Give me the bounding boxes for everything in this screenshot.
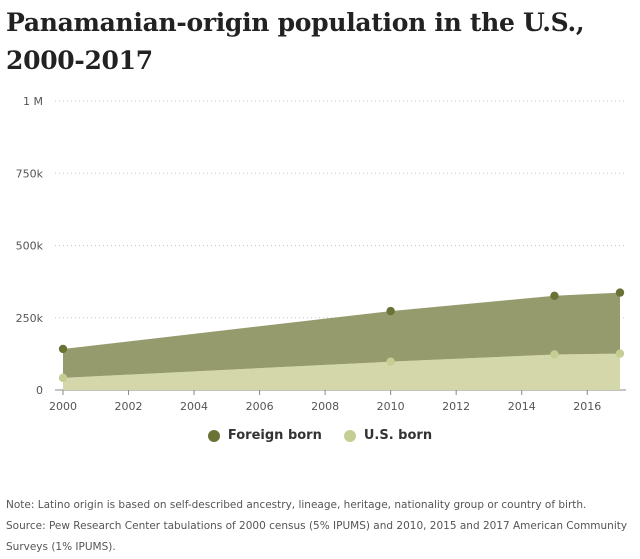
x-tick-label: 2004: [180, 400, 208, 413]
x-tick-label: 2006: [246, 400, 274, 413]
chart-title: Panamanian-origin population in the U.S.…: [6, 8, 585, 75]
area-layer: [63, 292, 620, 390]
x-tick-label: 2000: [49, 400, 77, 413]
data-point-us-born: [386, 357, 395, 366]
x-tick-label: 2012: [442, 400, 470, 413]
series-area-us-born: [63, 353, 620, 390]
source-text: Source: Pew Research Center tabulations …: [6, 520, 628, 553]
x-axis-ticks: 2000 2002 2004 2006 2008 2010 2012 2014 2016: [49, 390, 601, 413]
legend-swatch-foreign-born: [207, 429, 220, 442]
footnote: Note: Latino origin is based on self-des…: [6, 495, 634, 558]
x-tick-label: 2002: [115, 400, 143, 413]
legend-swatch-us-born: [343, 429, 356, 442]
data-point-us-born: [58, 373, 68, 383]
x-tick-label: 2014: [508, 400, 536, 413]
y-tick-label: 0: [36, 384, 43, 397]
legend: Foreign born U.S. born: [0, 428, 640, 443]
y-axis-ticks: 0 250k 500k 750k 1 M: [16, 95, 44, 397]
series-area-foreign-born: [63, 292, 620, 378]
area-chart: 0 250k 500k 750k 1 M 2000 2002 2004 2006 2008 201…: [16, 95, 626, 413]
legend-item-foreign-born: Foreign born: [207, 428, 322, 443]
data-point-foreign-born: [550, 291, 559, 300]
x-tick-label: 2016: [573, 400, 601, 413]
data-point-foreign-born: [386, 306, 395, 316]
data-point-us-born: [615, 349, 625, 358]
legend-label-foreign-born: Foreign born: [227, 428, 322, 443]
x-tick-label: 2008: [311, 400, 339, 413]
data-point-foreign-born: [615, 288, 625, 297]
y-tick-label: 250k: [16, 312, 44, 325]
note-text: Note: Latino origin is based on self-des…: [6, 499, 587, 511]
data-point-foreign-born: [58, 344, 68, 354]
data-point-us-born: [550, 350, 559, 359]
y-tick-label: 750k: [16, 167, 44, 180]
x-tick-label: 2010: [377, 400, 405, 413]
point-layer: [58, 288, 625, 383]
legend-item-us-born: U.S. born: [343, 428, 433, 443]
y-tick-label: 500k: [16, 240, 44, 253]
legend-label-us-born: U.S. born: [363, 428, 433, 443]
y-tick-label: 1 M: [23, 95, 43, 108]
